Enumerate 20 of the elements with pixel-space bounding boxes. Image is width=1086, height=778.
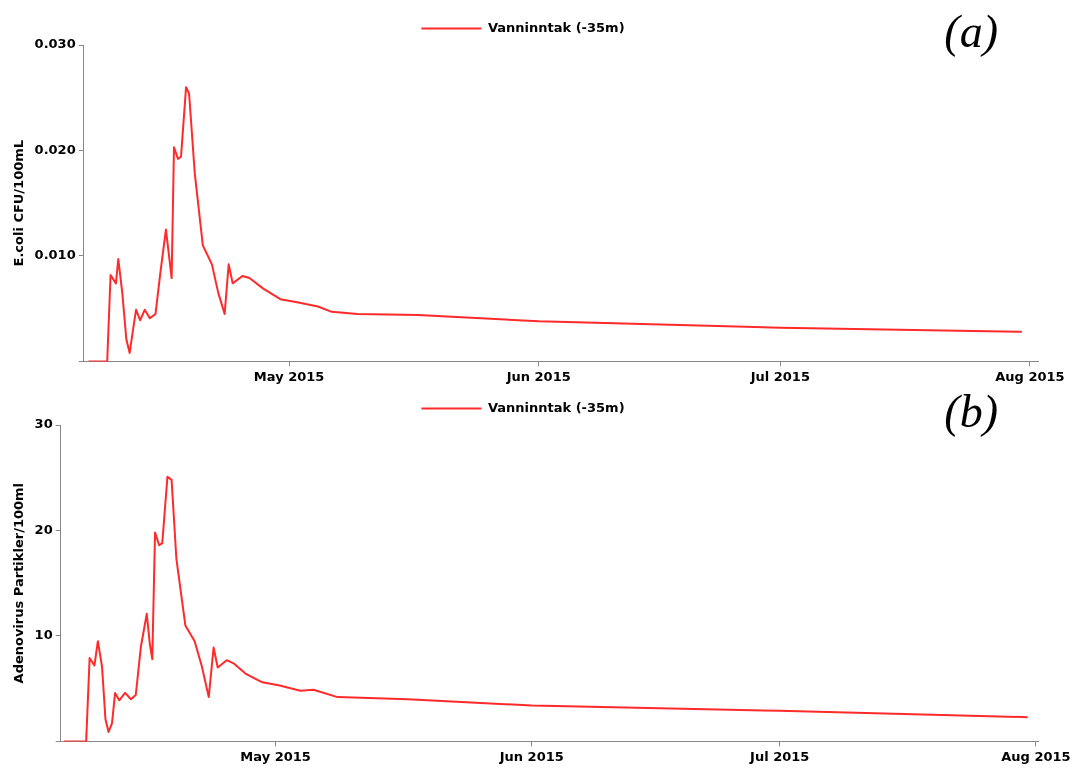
x-tick-label: Jun 2015 xyxy=(498,748,564,764)
y-tick-label: 30 xyxy=(34,416,53,432)
annotation: (b) xyxy=(944,386,998,438)
x-tick-label: May 2015 xyxy=(240,748,311,764)
annotation: (a) xyxy=(944,6,998,58)
y-tick-label: 0.030 xyxy=(34,36,76,52)
x-tick-label: Jul 2015 xyxy=(749,748,810,764)
x-tick-label: Jun 2015 xyxy=(505,368,571,384)
x-tick-label: May 2015 xyxy=(253,368,325,384)
y-tick-label: 10 xyxy=(34,627,53,643)
x-tick-label: Jul 2015 xyxy=(749,368,810,384)
y-axis-title: E.coli CFU/100mL xyxy=(11,139,27,267)
legend-label: Vanninntak (-35m) xyxy=(487,19,625,35)
y-tick-label: 0.010 xyxy=(34,247,76,263)
legend-label: Vanninntak (-35m) xyxy=(487,399,625,415)
x-tick-label: Aug 2015 xyxy=(1001,748,1071,764)
y-tick-label: 0.020 xyxy=(34,141,76,157)
y-tick-label: 20 xyxy=(34,521,53,537)
x-tick-label: Aug 2015 xyxy=(995,368,1065,384)
y-axis-title: Adenovirus Partikler/100ml xyxy=(11,482,27,684)
